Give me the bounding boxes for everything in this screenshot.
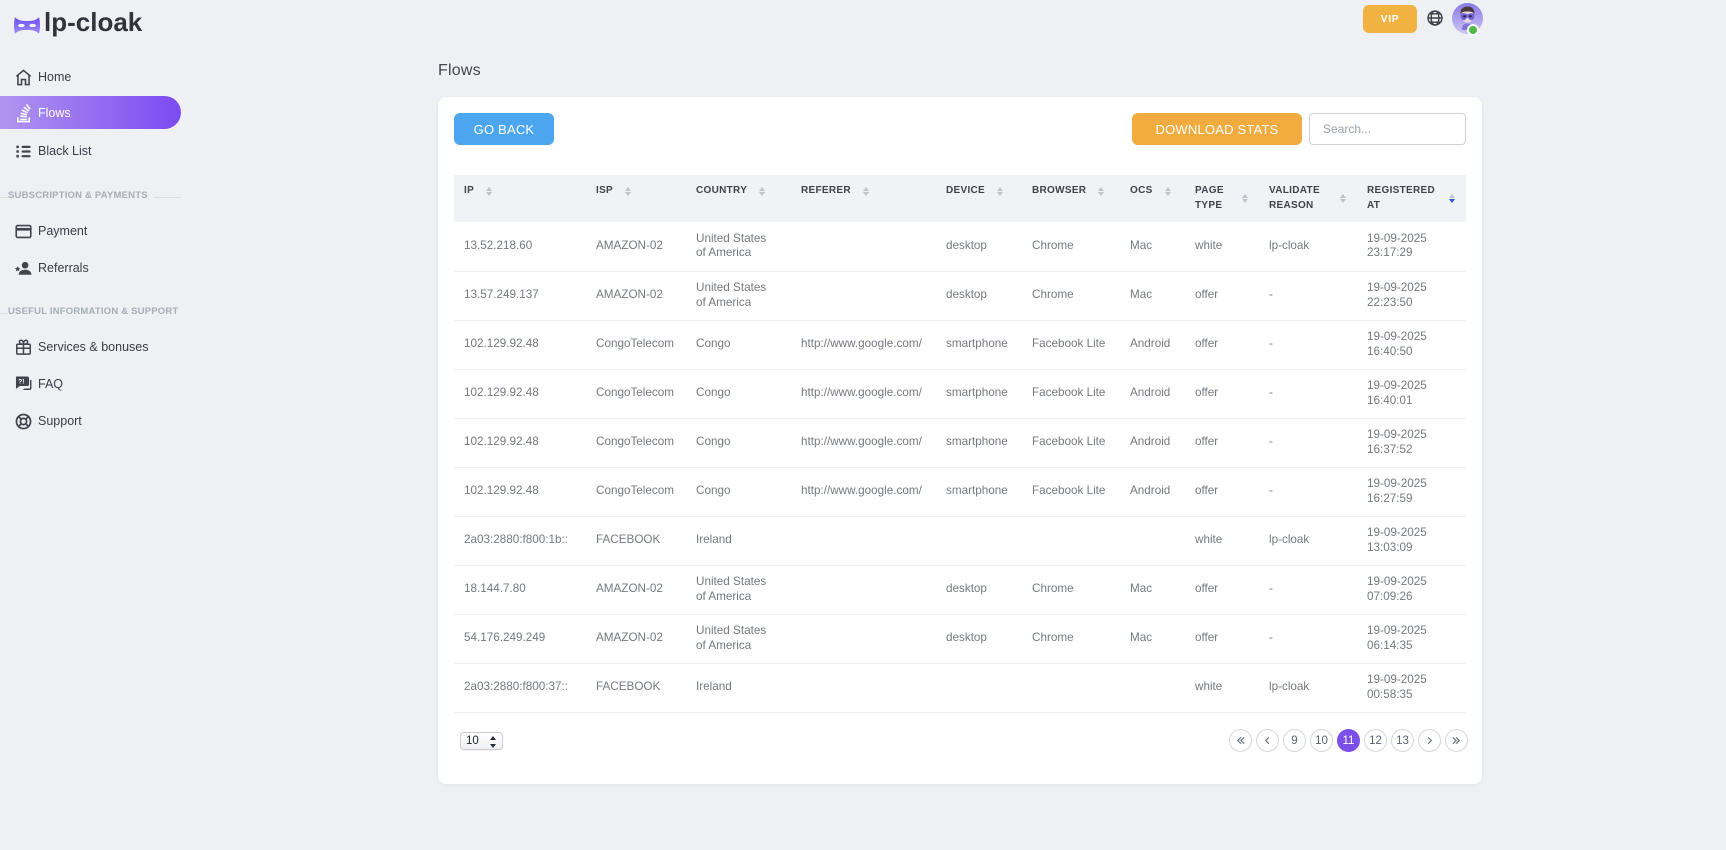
svg-text:?!: ?!: [18, 379, 24, 386]
